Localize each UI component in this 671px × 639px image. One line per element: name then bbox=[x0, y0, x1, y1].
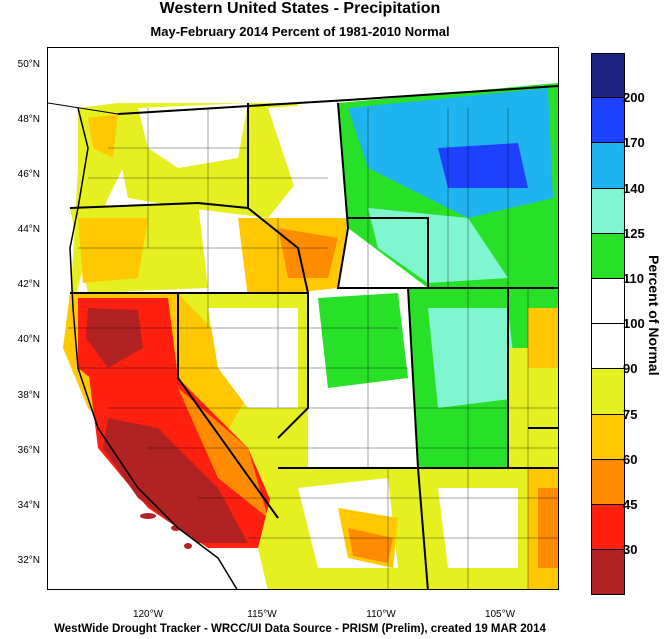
lat-tick-46: 46°N bbox=[17, 169, 40, 180]
legend-label: 170 bbox=[623, 135, 645, 151]
legend-swatch bbox=[591, 278, 625, 325]
lon-tick-105w: 105°W bbox=[484, 609, 516, 620]
legend-label: 45 bbox=[623, 497, 638, 512]
legend-label: 125 bbox=[623, 225, 645, 241]
legend-swatch bbox=[591, 324, 625, 370]
lat-tick-48: 48°N bbox=[17, 114, 40, 125]
lat-tick-38: 38°N bbox=[17, 390, 40, 401]
legend-swatch bbox=[591, 233, 625, 279]
legend-title: Percent of Normal bbox=[646, 255, 662, 376]
legend-swatch bbox=[591, 504, 625, 551]
map-canvas bbox=[48, 48, 558, 589]
legend-swatch bbox=[591, 369, 625, 415]
lat-tick-34: 34°N bbox=[17, 500, 40, 511]
legend-swatch bbox=[591, 143, 625, 189]
precipitation-map bbox=[47, 47, 559, 590]
legend-colorbar bbox=[591, 53, 625, 596]
legend-label: 30 bbox=[623, 542, 638, 558]
legend-swatch bbox=[591, 459, 625, 505]
footer-credit: WestWide Drought Tracker - WRCC/UI Data … bbox=[54, 623, 546, 635]
lat-tick-50: 50°N bbox=[17, 59, 40, 70]
legend-swatch bbox=[591, 414, 625, 460]
lat-tick-36: 36°N bbox=[17, 445, 40, 456]
lat-tick-44: 44°N bbox=[17, 224, 40, 235]
legend-label: 200 bbox=[623, 90, 645, 106]
map-subtitle: May-February 2014 Percent of 1981-2010 N… bbox=[150, 24, 450, 39]
legend-label: 100 bbox=[623, 316, 645, 332]
legend-label: 90 bbox=[623, 361, 638, 377]
lat-tick-40: 40°N bbox=[17, 334, 40, 345]
legend-swatch bbox=[591, 98, 625, 144]
lon-tick-110w: 110°W bbox=[366, 609, 396, 620]
legend-swatch bbox=[591, 53, 625, 99]
map-title: Western United States - Precipitation bbox=[159, 0, 441, 17]
lon-tick-115w: 115°W bbox=[247, 609, 277, 620]
legend-label: 60 bbox=[623, 451, 638, 467]
lon-tick-120w: 120°W bbox=[132, 609, 164, 620]
legend-label: 110 bbox=[623, 271, 644, 286]
legend-label: 140 bbox=[623, 180, 645, 196]
legend-swatch bbox=[591, 550, 625, 596]
lat-tick-32: 32°N bbox=[17, 555, 40, 566]
legend-label: 75 bbox=[623, 406, 638, 422]
legend-swatch bbox=[591, 188, 625, 234]
lat-tick-42: 42°N bbox=[17, 279, 40, 290]
